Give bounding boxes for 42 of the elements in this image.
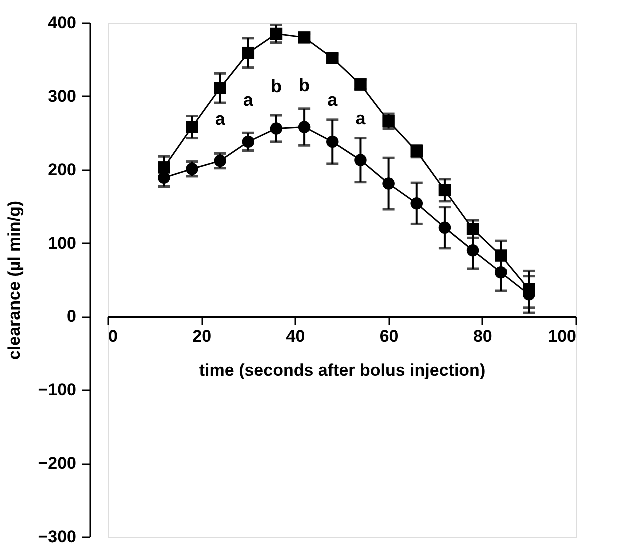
y-tick-label: 200 — [48, 160, 76, 180]
x-tick-label: 20 — [192, 327, 212, 346]
annotation: a — [243, 90, 254, 110]
y-tick-label: 100 — [48, 234, 76, 253]
x-tick-label: 0 — [108, 327, 118, 346]
point — [214, 154, 226, 168]
annotation: a — [328, 90, 339, 110]
x-tick-label: 40 — [286, 327, 306, 346]
point — [382, 178, 395, 190]
annotation: b — [270, 76, 282, 97]
annotation: a — [356, 108, 367, 128]
x-tick-label: 100 — [548, 327, 576, 346]
point — [326, 52, 339, 64]
y-tick-label: −100 — [38, 380, 76, 400]
point — [438, 222, 452, 234]
y-tick-label: 300 — [48, 86, 76, 106]
x-axis-title: time (seconds after bolus injection) — [199, 361, 486, 380]
point — [326, 136, 339, 148]
point — [354, 154, 367, 166]
point — [270, 28, 283, 40]
point — [298, 32, 311, 44]
point — [186, 163, 198, 176]
point — [298, 121, 311, 134]
point — [466, 244, 480, 257]
y-tick-label: 400 — [48, 14, 76, 32]
point — [382, 115, 395, 128]
point — [410, 198, 424, 210]
point — [494, 266, 508, 279]
x-tick-label: 80 — [473, 327, 492, 346]
y-tick-label: 0 — [67, 307, 76, 326]
point — [242, 136, 255, 148]
point — [438, 184, 452, 197]
point — [270, 122, 283, 135]
y-tick-label: −300 — [38, 528, 76, 546]
annotation: b — [299, 75, 310, 96]
point — [186, 121, 198, 134]
point — [214, 82, 226, 94]
y-axis-title: clearance (µl min/g) — [5, 200, 24, 360]
annotation: a — [215, 109, 226, 130]
x-tick-label: 60 — [380, 327, 399, 346]
point — [242, 46, 255, 60]
y-tick-label: −200 — [38, 454, 76, 474]
